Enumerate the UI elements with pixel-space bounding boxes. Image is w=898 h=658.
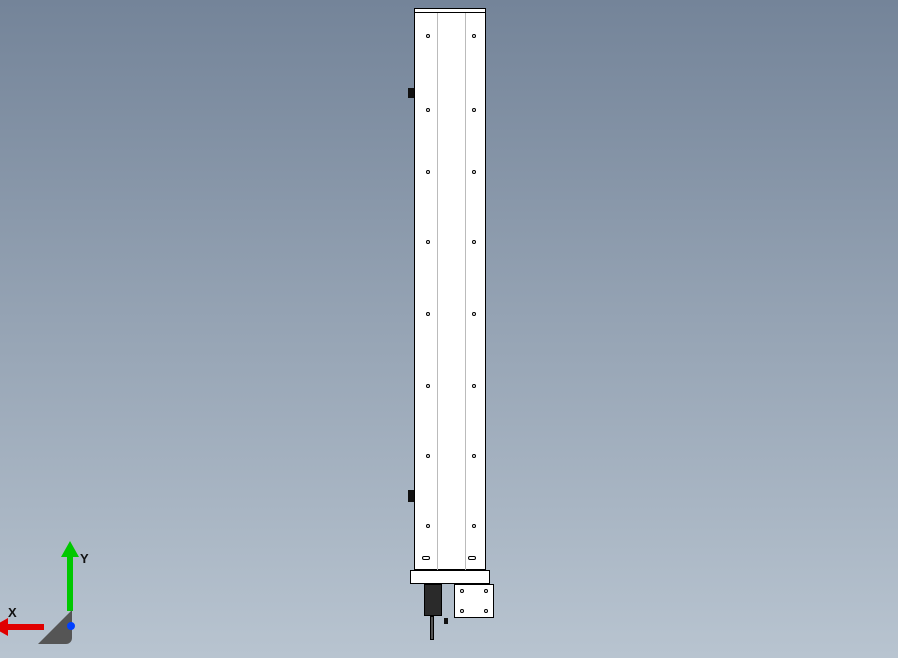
mounting-hole xyxy=(472,34,476,38)
mounting-hole xyxy=(472,170,476,174)
motor-mount-plate xyxy=(454,584,494,618)
mount-hole xyxy=(484,609,488,613)
axis-x-label: X xyxy=(8,605,17,620)
mounting-hole xyxy=(472,454,476,458)
mounting-hole xyxy=(426,170,430,174)
mounting-hole xyxy=(426,34,430,38)
rail-groove-right xyxy=(465,13,466,571)
mounting-slot xyxy=(468,556,476,560)
mounting-hole xyxy=(426,108,430,112)
mounting-hole xyxy=(472,240,476,244)
side-tab xyxy=(408,88,414,98)
mounting-hole xyxy=(426,240,430,244)
mount-hole xyxy=(460,609,464,613)
mounting-hole xyxy=(472,524,476,528)
side-tab xyxy=(408,490,414,502)
mounting-hole xyxy=(472,108,476,112)
axis-y-label: Y xyxy=(80,551,89,566)
connector-stub xyxy=(444,618,448,624)
rail-groove-left xyxy=(437,13,438,571)
mounting-hole xyxy=(426,312,430,316)
mounting-hole xyxy=(426,524,430,528)
mounting-slot xyxy=(422,556,430,560)
mount-hole xyxy=(460,589,464,593)
axis-x xyxy=(6,624,44,630)
motor-body xyxy=(424,584,442,616)
mounting-hole xyxy=(426,384,430,388)
motor-shaft xyxy=(430,616,434,640)
rail-body xyxy=(414,12,486,570)
mounting-hole xyxy=(426,454,430,458)
mounting-hole xyxy=(472,384,476,388)
cad-viewport[interactable]: Y X xyxy=(0,0,898,658)
axis-y xyxy=(67,555,73,611)
mount-hole xyxy=(484,589,488,593)
coordinate-triad[interactable]: Y X xyxy=(6,542,116,652)
mounting-hole xyxy=(472,312,476,316)
axis-z xyxy=(67,622,75,630)
base-plate xyxy=(410,570,490,584)
